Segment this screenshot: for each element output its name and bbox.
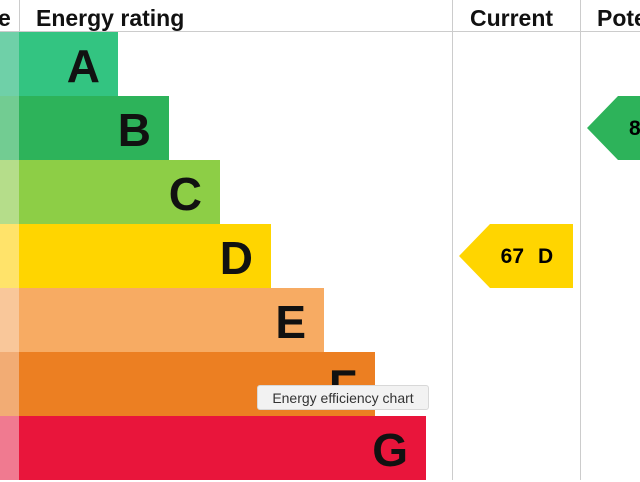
current-score: 67 <box>501 245 524 268</box>
band-letter: D <box>219 232 253 284</box>
band-bar <box>19 416 426 480</box>
potential-score: 8 <box>629 117 640 140</box>
band-bar <box>19 288 324 352</box>
score-cell <box>0 288 19 352</box>
band-bar <box>19 224 271 288</box>
score-cell <box>0 32 19 96</box>
band-letter: B <box>117 104 151 156</box>
current-letter: D <box>538 245 553 268</box>
score-cell <box>0 160 19 224</box>
band-letter: G <box>372 424 408 476</box>
band-letter: E <box>275 296 306 348</box>
band-letter: A <box>66 40 100 92</box>
tooltip: Energy efficiency chart <box>257 385 429 410</box>
band-letter: C <box>168 168 202 220</box>
band-bar <box>19 160 220 224</box>
band-bar <box>19 32 118 96</box>
header-cell: Pote <box>597 5 640 31</box>
score-cell <box>0 416 19 480</box>
score-cell <box>0 352 19 416</box>
band-bar <box>19 96 169 160</box>
potential-arrow <box>587 96 640 160</box>
score-cell <box>0 96 19 160</box>
column-divider <box>19 0 20 32</box>
column-divider <box>580 0 581 480</box>
header-cell: Current <box>470 5 554 31</box>
column-divider <box>452 0 453 480</box>
header-cell: e <box>0 5 11 31</box>
header-cell: Energy rating <box>36 5 185 31</box>
header-rule <box>0 31 640 32</box>
score-cell <box>0 224 19 288</box>
current-arrow <box>459 224 573 288</box>
